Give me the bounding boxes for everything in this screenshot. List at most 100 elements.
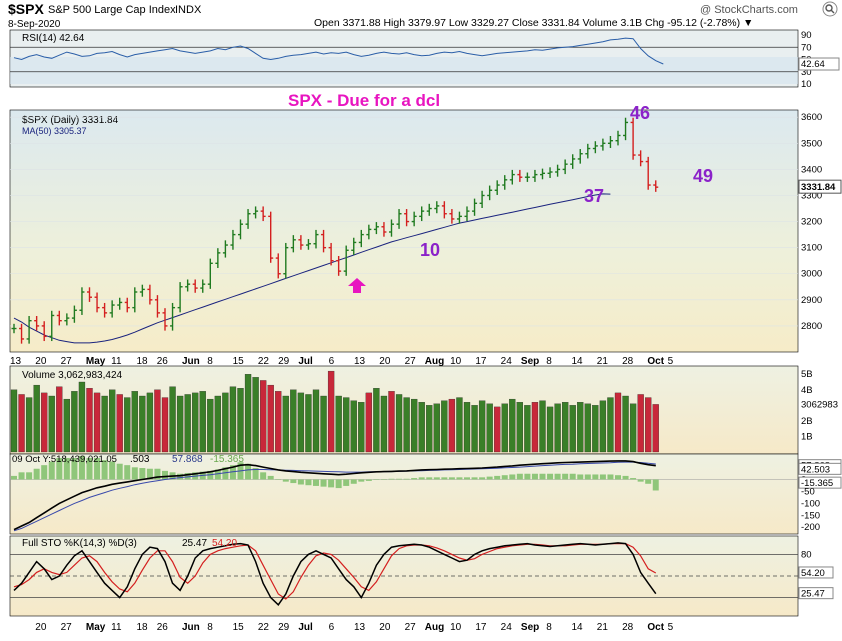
price-bar (351, 237, 357, 255)
price-bar (517, 169, 523, 182)
volume-bar (358, 402, 365, 453)
price-bar (222, 240, 228, 258)
macd-histogram-bar (501, 475, 508, 480)
volume-bar (237, 388, 244, 453)
xtick-top-25: 28 (622, 356, 634, 367)
macd-histogram-bar (71, 458, 78, 480)
volume-bar (516, 402, 523, 453)
price-bar (419, 206, 425, 222)
macd-histogram-bar (229, 465, 236, 480)
price-bar (464, 206, 470, 222)
price-bar (441, 201, 447, 219)
xtick-top-3: May (86, 356, 106, 367)
xtick-bottom-18: 17 (475, 622, 487, 633)
volume-bar (48, 395, 55, 453)
xtick-bottom-13: 13 (354, 622, 366, 633)
macd-histogram-bar (94, 458, 101, 480)
volume-bar (25, 397, 33, 453)
volume-bar (169, 386, 176, 453)
price-ytick-5: 3100 (801, 243, 822, 254)
annotation-37: 37 (584, 186, 604, 206)
macd-histogram-bar (479, 477, 486, 480)
xtick-top-1: 20 (35, 356, 47, 367)
xtick-bottom-21: 8 (546, 622, 552, 633)
price-bar (456, 211, 462, 224)
ma50-line (13, 193, 611, 344)
price-bar (162, 308, 168, 331)
price-bar (177, 282, 183, 313)
macd-histogram-bar (456, 477, 463, 480)
price-bar (487, 185, 493, 201)
price-bar (313, 229, 319, 249)
macd-histogram-bar (48, 461, 55, 480)
price-bar (245, 209, 251, 229)
volume-bar (222, 392, 229, 453)
volume-bar (569, 405, 576, 453)
xtick-bottom-24: 28 (622, 622, 634, 633)
price-bar (577, 149, 583, 164)
volume-bar (259, 380, 267, 453)
macd-histogram-bar (426, 477, 433, 480)
volume-bar (184, 394, 191, 453)
macd-histogram-bar (380, 479, 387, 480)
xtick-bottom-9: 22 (258, 622, 270, 633)
price-bar (615, 130, 621, 146)
macd-histogram-bar (464, 477, 470, 480)
xtick-bottom-6: Jun (182, 622, 200, 633)
price-bar (87, 287, 92, 302)
volume-bar (305, 394, 312, 453)
xtick-top-23: 14 (571, 356, 583, 367)
price-bar (600, 138, 606, 151)
xtick-bottom-15: 27 (405, 622, 417, 633)
xtick-top-21: Sep (521, 356, 539, 367)
price-bar (253, 206, 259, 219)
price-bar (434, 201, 440, 214)
xtick-top-24: 21 (597, 356, 609, 367)
volume-ytick-3: 2B (801, 416, 813, 427)
price-bar (358, 229, 364, 248)
price-bar (305, 239, 311, 250)
index-name: S&P 500 Large Cap Index (48, 4, 176, 16)
sto-k-line (13, 542, 657, 606)
search-icon[interactable] (822, 1, 838, 17)
rsi-current-box (798, 57, 840, 71)
xtick-top-18: 10 (450, 356, 462, 367)
volume-bar (509, 398, 516, 453)
macd-histogram-bar (267, 475, 274, 480)
rsi-line (13, 37, 664, 65)
price-bar (472, 198, 478, 216)
price-ytick-2: 3400 (801, 164, 822, 175)
volume-bar (199, 391, 206, 453)
price-ytick-6: 3000 (801, 269, 822, 280)
macd-histogram-bar (63, 458, 70, 480)
sto-ytick-2: 25.47 (801, 589, 825, 600)
volume-bar (275, 391, 282, 453)
price-bar (592, 141, 598, 154)
macd-histogram-bar (584, 474, 591, 480)
price-bar (26, 316, 32, 344)
volume-bar (501, 403, 508, 453)
price-bar (139, 284, 145, 297)
price-bar (494, 180, 500, 195)
macd-histogram-bar (373, 479, 380, 480)
xtick-bottom-17: 10 (450, 622, 462, 633)
exchange-label: INDX (175, 4, 202, 16)
price-bar (298, 235, 304, 250)
macd-histogram-bar (78, 455, 85, 480)
ohlc-stats: Open 3371.88 High 3379.97 Low 3329.27 Cl… (314, 17, 753, 29)
macd-histogram-bar (539, 473, 546, 480)
macd-histogram-bar (313, 479, 319, 486)
volume-bar (252, 377, 259, 453)
macd-ytick-1: 42.503 (801, 464, 830, 475)
price-bar (607, 136, 613, 148)
price-bar (562, 159, 568, 175)
price-bar (207, 258, 213, 289)
macd-ytick-5: -100 (801, 498, 820, 509)
sto-label: Full STO %K(14,3) %D(3) (22, 538, 137, 549)
macd-histogram-bar (320, 479, 327, 487)
xtick-top-16: 27 (405, 356, 417, 367)
rsi-ytick-1: 70 (801, 42, 812, 53)
date-label: 8-Sep-2020 (8, 19, 61, 30)
macd-value-box-3 (798, 476, 842, 489)
